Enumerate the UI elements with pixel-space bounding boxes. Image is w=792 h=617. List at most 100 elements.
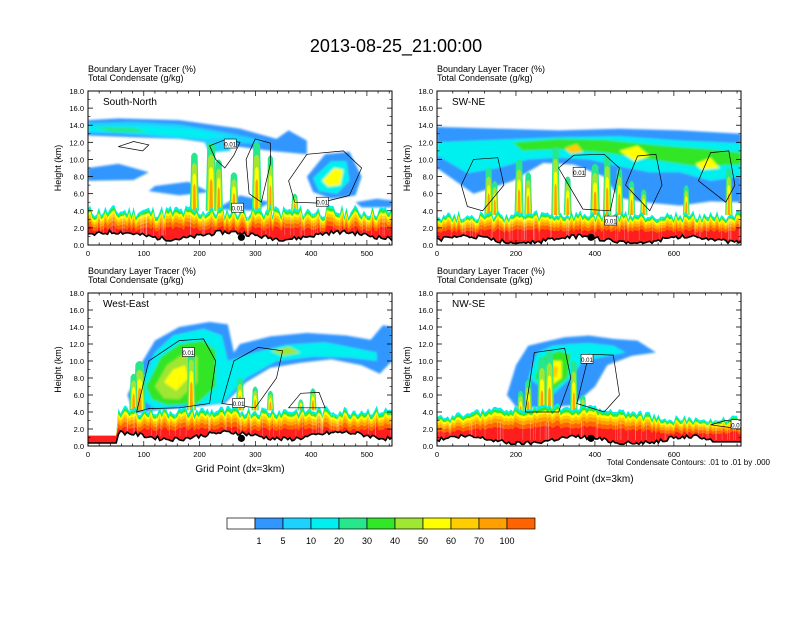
tower-shading (618, 193, 621, 216)
condensate-contour (558, 153, 620, 212)
location-marker (587, 233, 595, 241)
panel-name: South-North (103, 97, 157, 108)
y-tick-label: 4.0 (423, 207, 433, 216)
colorbar-box (310, 517, 340, 530)
y-tick-label: 0.0 (74, 442, 84, 451)
y-tick-label: 10.0 (69, 155, 84, 164)
panel-title-line2: Total Condensate (g/kg) (88, 73, 184, 83)
panel-title-line2: Total Condensate (g/kg) (437, 275, 533, 285)
condensate-contours (136, 338, 326, 413)
tower-shading (255, 179, 259, 211)
contour-label-box (232, 398, 245, 408)
contour-label-box (580, 353, 594, 364)
cloud-shading (619, 145, 650, 162)
panels: 0.010.010.010.02.04.06.08.010.012.014.01… (53, 64, 742, 485)
tower-shading (642, 203, 645, 216)
cloud-shading (322, 168, 344, 187)
x-tick-label: 200 (193, 450, 206, 459)
contour-label: 0.01 (604, 215, 617, 226)
y-tick-label: 2.0 (74, 425, 84, 434)
y-tick-label: 6.0 (423, 391, 433, 400)
condensate-contours (460, 150, 736, 212)
panel-4: 0.01 0.01 0.0 2.0 4.0 6.0 8.0 10.0 12.0 14.0 16.0 1… (402, 266, 742, 485)
convective-towers (484, 146, 733, 216)
x-tick-label: 0 (435, 450, 439, 459)
y-tick-label: 8.0 (74, 374, 84, 383)
cloud-shading (270, 346, 301, 356)
panel-title-line2: Total Condensate (g/kg) (437, 73, 533, 83)
contour-label: 0.01 (223, 138, 237, 149)
cloud-shading (695, 157, 720, 170)
contour-label-text: 0.01 (183, 351, 195, 357)
y-tick-label: 12.0 (69, 138, 84, 147)
contour-label-text: 0.01 (316, 201, 328, 207)
condensate-contour (460, 157, 505, 212)
colorbar-label: 70 (474, 536, 484, 546)
contour-label-text: 0.01 (232, 207, 244, 213)
colorbar-label: 50 (418, 536, 428, 546)
tower-shading (189, 381, 193, 411)
y-axis-label: Height (km) (402, 346, 412, 393)
panel-2: 0.01 0.01 0.0 2.0 4.0 6.0 8.0 10.0 12.0 14.0 16.0 1… (402, 64, 742, 258)
y-tick-label: 4.0 (423, 408, 433, 417)
y-tick-label: 18.0 (418, 289, 433, 298)
y-tick-label: 12.0 (418, 340, 433, 349)
panel-title-line2: Total Condensate (g/kg) (88, 275, 184, 285)
y-tick-label: 0.0 (423, 241, 433, 250)
figure-title: 2013-08-25_21:00:00 (310, 36, 482, 57)
y-tick-label: 16.0 (418, 104, 433, 113)
plot-area: 0.01 0.01 (437, 293, 741, 446)
cloud-shading (355, 198, 392, 208)
y-tick-label: 16.0 (418, 306, 433, 315)
x-tick-label: 400 (305, 249, 318, 258)
y-tick-label: 6.0 (74, 190, 84, 199)
plot-area: 0.01 0.01 (88, 293, 392, 446)
tower-shading (209, 179, 213, 211)
y-tick-label: 10.0 (69, 357, 84, 366)
location-marker (237, 434, 245, 442)
x-tick-label: 400 (305, 450, 318, 459)
x-tick-label: 300 (249, 450, 262, 459)
y-tick-label: 2.0 (74, 224, 84, 233)
contour-label-text: 0.01 (605, 220, 617, 226)
x-tick-label: 200 (193, 249, 206, 258)
y-tick-label: 10.0 (418, 155, 433, 164)
location-marker (237, 233, 245, 241)
x-axis-label: Grid Point (dx=3km) (195, 464, 284, 475)
x-tick-label: 400 (589, 249, 602, 258)
y-tick-label: 16.0 (69, 104, 84, 113)
tower-shading (192, 184, 196, 211)
colorbar-label: 20 (334, 536, 344, 546)
colorbar-label: 100 (499, 536, 514, 546)
y-tick-label: 14.0 (69, 121, 84, 130)
condensate-contour (221, 347, 284, 409)
tower-shading (566, 197, 570, 216)
plot-area: 0.01 0.01 (437, 91, 741, 245)
contour-label: 0.01 (232, 398, 245, 408)
tower-shading (605, 187, 609, 216)
y-tick-label: 2.0 (423, 425, 433, 434)
cloud-shading (164, 365, 189, 391)
tower-shading (487, 193, 491, 216)
plot-area: 0.01 0.01 0.01 (88, 91, 392, 245)
colorbar: 1 5 10 20 30 40 50 60 70 100 (226, 517, 536, 546)
tower-shading (727, 193, 731, 216)
y-tick-label: 12.0 (69, 340, 84, 349)
tower-shading (517, 189, 521, 216)
cloud-layers (437, 126, 741, 206)
x-tick-label: 200 (510, 450, 523, 459)
y-tick-label: 8.0 (423, 173, 433, 182)
contour-label-text: 0.01 (573, 171, 585, 177)
y-tick-label: 18.0 (69, 289, 84, 298)
x-tick-label: 500 (361, 249, 374, 258)
y-tick-label: 2.0 (423, 224, 433, 233)
y-tick-label: 4.0 (74, 408, 84, 417)
colorbar-box (282, 517, 312, 530)
colorbar-label: 10 (306, 536, 316, 546)
y-tick-label: 14.0 (418, 121, 433, 130)
cloud-shading (94, 126, 149, 133)
x-tick-label: 100 (138, 249, 151, 258)
y-tick-label: 12.0 (418, 138, 433, 147)
